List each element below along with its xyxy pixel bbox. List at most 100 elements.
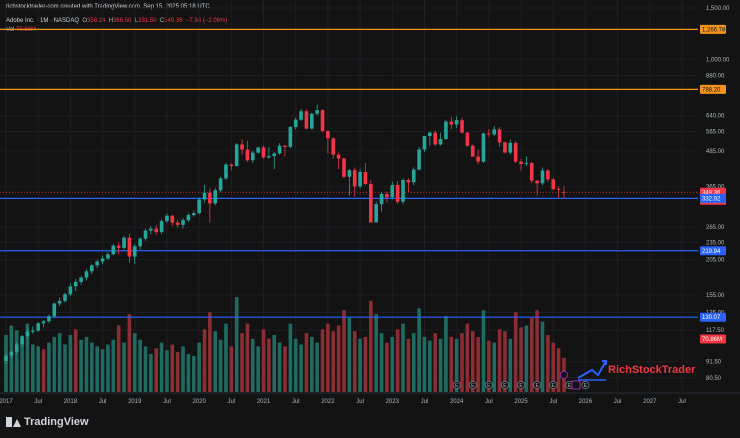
candle-body[interactable] xyxy=(245,149,250,161)
candle-body[interactable] xyxy=(197,199,201,214)
candle-body[interactable] xyxy=(208,192,212,204)
earnings-marker[interactable] xyxy=(468,380,477,389)
candle-body[interactable] xyxy=(31,330,35,332)
candle-body[interactable] xyxy=(369,183,373,223)
candle-body[interactable] xyxy=(320,110,325,132)
candle-body[interactable] xyxy=(513,142,518,162)
candle-body[interactable] xyxy=(417,149,421,170)
candle-body[interactable] xyxy=(326,131,330,139)
candle-body[interactable] xyxy=(41,321,46,324)
earnings-marker[interactable] xyxy=(549,380,558,389)
upcoming-earnings-marker[interactable] xyxy=(571,380,581,390)
earnings-marker[interactable] xyxy=(484,380,493,389)
candle-body[interactable] xyxy=(218,178,223,191)
candle-body[interactable] xyxy=(444,121,448,140)
earnings-marker[interactable] xyxy=(517,380,526,389)
candle-body[interactable] xyxy=(519,161,523,164)
dividend-marker[interactable] xyxy=(559,370,569,380)
candle-body[interactable] xyxy=(546,170,550,180)
candle-body[interactable] xyxy=(385,193,389,198)
candle-body[interactable] xyxy=(165,215,169,222)
candle-body[interactable] xyxy=(111,245,116,255)
candle-body[interactable] xyxy=(154,228,159,233)
candle-body[interactable] xyxy=(202,192,207,200)
candle-body[interactable] xyxy=(138,238,142,247)
candle-body[interactable] xyxy=(465,132,470,146)
candle-body[interactable] xyxy=(304,111,309,129)
candle-body[interactable] xyxy=(250,152,255,161)
candle-body[interactable] xyxy=(331,138,336,155)
candle-body[interactable] xyxy=(422,136,427,150)
candle-body[interactable] xyxy=(315,110,319,114)
candle-body[interactable] xyxy=(438,139,443,145)
candle-body[interactable] xyxy=(551,179,556,190)
candle-body[interactable] xyxy=(90,265,94,272)
candle-body[interactable] xyxy=(363,172,368,184)
candle-body[interactable] xyxy=(4,355,8,362)
candle-body[interactable] xyxy=(299,111,303,120)
candle-body[interactable] xyxy=(406,179,411,183)
candle-body[interactable] xyxy=(9,351,14,356)
candle-body[interactable] xyxy=(132,246,137,257)
candle-body[interactable] xyxy=(529,163,534,181)
candle-body[interactable] xyxy=(191,213,196,215)
candle-body[interactable] xyxy=(288,127,293,147)
candle-body[interactable] xyxy=(95,261,100,266)
candle-body[interactable] xyxy=(358,172,362,187)
candle-body[interactable] xyxy=(310,113,314,129)
candle-body[interactable] xyxy=(524,163,529,164)
candle-body[interactable] xyxy=(186,214,191,221)
candle-body[interactable] xyxy=(57,300,62,304)
candle-body[interactable] xyxy=(240,144,244,150)
candle-body[interactable] xyxy=(449,121,454,125)
candle-body[interactable] xyxy=(36,323,40,331)
candle-body[interactable] xyxy=(277,145,282,154)
candle-body[interactable] xyxy=(73,281,78,287)
candle-body[interactable] xyxy=(379,193,384,205)
candle-body[interactable] xyxy=(347,170,352,177)
candle-body[interactable] xyxy=(470,145,475,157)
candle-body[interactable] xyxy=(229,164,234,167)
candle-body[interactable] xyxy=(374,204,378,223)
candle-body[interactable] xyxy=(52,303,57,317)
candle-body[interactable] xyxy=(234,144,239,167)
candle-body[interactable] xyxy=(556,189,561,190)
candle-body[interactable] xyxy=(283,145,287,147)
candle-body[interactable] xyxy=(100,258,105,262)
candle-body[interactable] xyxy=(143,230,148,239)
candle-body[interactable] xyxy=(175,222,180,225)
candle-body[interactable] xyxy=(170,215,175,223)
candle-body[interactable] xyxy=(14,344,19,352)
symbol-label[interactable]: Adobe Inc. · 1M · NASDAQ xyxy=(6,18,80,24)
candle-body[interactable] xyxy=(395,185,400,202)
candle-body[interactable] xyxy=(390,185,395,198)
candle-body[interactable] xyxy=(508,142,513,153)
candle-body[interactable] xyxy=(224,164,228,179)
candle-body[interactable] xyxy=(352,170,357,187)
candle-body[interactable] xyxy=(336,154,341,159)
candle-body[interactable] xyxy=(535,180,539,184)
candle-body[interactable] xyxy=(213,190,218,204)
candle-body[interactable] xyxy=(454,120,459,125)
candle-body[interactable] xyxy=(433,132,437,145)
candle-body[interactable] xyxy=(492,129,497,135)
candle-body[interactable] xyxy=(116,245,121,248)
candle-body[interactable] xyxy=(159,221,164,233)
candle-body[interactable] xyxy=(562,191,566,193)
candle-body[interactable] xyxy=(540,170,545,184)
earnings-marker[interactable] xyxy=(581,380,590,389)
candle-body[interactable] xyxy=(79,277,83,282)
candle-body[interactable] xyxy=(342,158,346,177)
tradingview-logo[interactable]: TradingView xyxy=(6,416,89,428)
candle-body[interactable] xyxy=(503,142,507,153)
candle-body[interactable] xyxy=(256,147,260,153)
candle-body[interactable] xyxy=(401,179,405,202)
earnings-marker[interactable] xyxy=(500,380,509,389)
candle-body[interactable] xyxy=(68,286,73,295)
candle-body[interactable] xyxy=(25,331,30,337)
candle-body[interactable] xyxy=(481,133,486,162)
earnings-marker[interactable] xyxy=(452,380,461,389)
candle-body[interactable] xyxy=(428,132,432,137)
candle-body[interactable] xyxy=(293,119,298,128)
candle-body[interactable] xyxy=(47,316,51,322)
